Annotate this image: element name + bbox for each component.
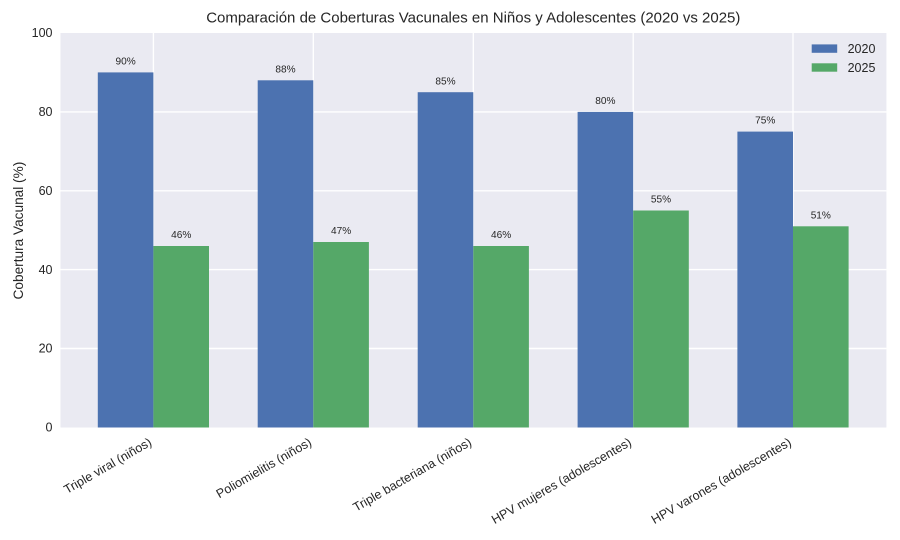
svg-text:75%: 75% <box>755 116 775 127</box>
svg-text:20: 20 <box>39 342 53 356</box>
svg-text:80%: 80% <box>595 96 615 107</box>
svg-text:60: 60 <box>39 184 53 198</box>
svg-text:46%: 46% <box>491 230 511 241</box>
svg-text:88%: 88% <box>275 64 295 75</box>
svg-text:46%: 46% <box>171 230 191 241</box>
svg-text:100: 100 <box>32 26 53 40</box>
svg-text:90%: 90% <box>115 57 135 68</box>
svg-text:2020: 2020 <box>848 42 876 56</box>
svg-text:0: 0 <box>46 421 53 435</box>
svg-text:51%: 51% <box>811 210 831 221</box>
svg-text:Cobertura Vacunal (%): Cobertura Vacunal (%) <box>11 162 26 300</box>
svg-text:2025: 2025 <box>848 61 876 75</box>
svg-text:55%: 55% <box>651 195 671 206</box>
svg-text:85%: 85% <box>435 76 455 87</box>
svg-text:Comparación de Coberturas Vacu: Comparación de Coberturas Vacunales en N… <box>206 10 740 27</box>
svg-text:40: 40 <box>39 263 53 277</box>
svg-text:80: 80 <box>39 105 53 119</box>
svg-text:47%: 47% <box>331 226 351 237</box>
